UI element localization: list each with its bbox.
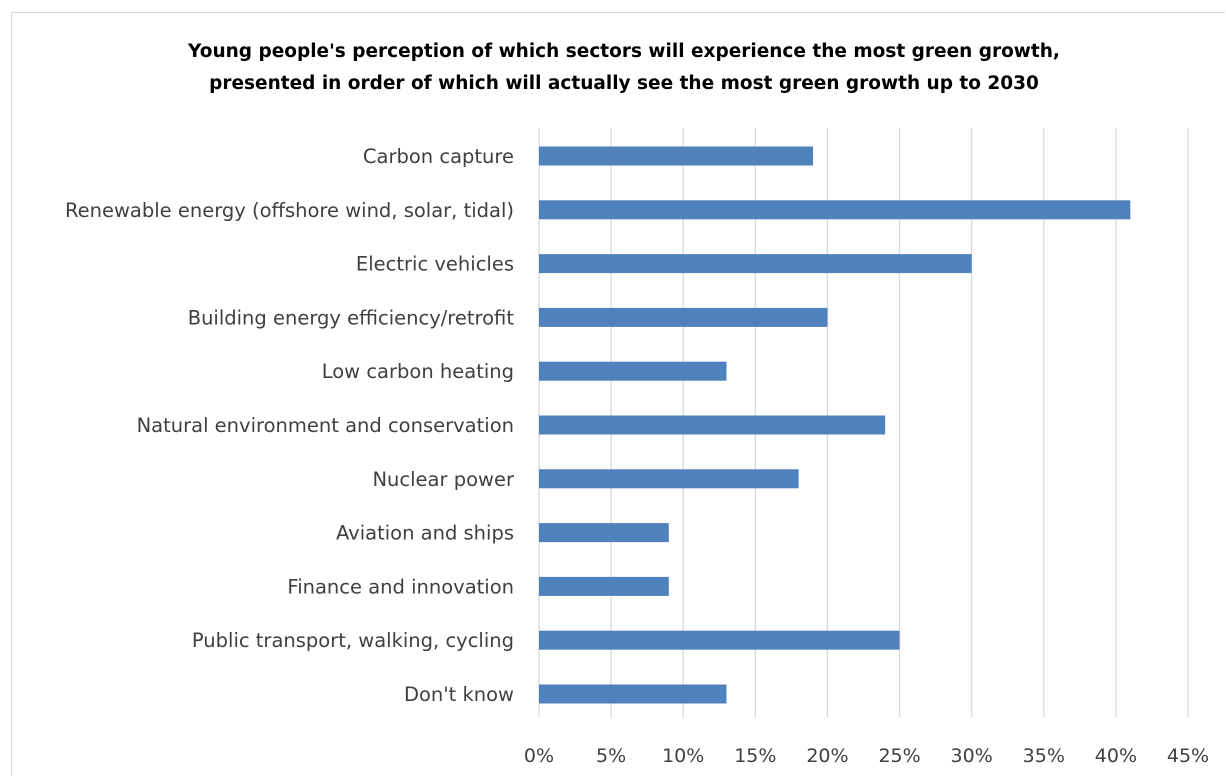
x-tick-label: 5% (596, 745, 626, 767)
category-label: Don't know (404, 683, 514, 706)
bar-chart: Young people's perception of which secto… (65, 41, 1209, 767)
bar (539, 523, 669, 543)
category-label: Nuclear power (372, 468, 515, 491)
x-tick-label: 45% (1167, 745, 1209, 767)
bar (539, 576, 669, 596)
x-tick-label: 25% (878, 745, 920, 767)
bar (539, 469, 799, 489)
category-labels: Carbon capture Renewable energy (offshore… (65, 145, 515, 706)
category-label: Natural environment and conservation (137, 414, 514, 437)
x-tick-label: 10% (662, 745, 704, 767)
x-tick-label: 0% (524, 745, 554, 767)
chart-subtitle: presented in order of which will actuall… (209, 73, 1039, 94)
x-tick-label: 35% (1023, 745, 1065, 767)
category-label: Aviation and ships (336, 522, 514, 545)
category-label: Electric vehicles (356, 253, 514, 276)
category-label: Finance and innovation (287, 575, 514, 598)
bars (539, 146, 1131, 704)
category-label: Public transport, walking, cycling (192, 629, 514, 652)
bar (539, 254, 972, 274)
chart-title: Young people's perception of which secto… (187, 41, 1060, 62)
bar (539, 684, 727, 704)
bar (539, 415, 886, 435)
bar (539, 200, 1131, 220)
category-label: Building energy efficiency/retrofit (188, 306, 515, 329)
x-tick-label: 15% (734, 745, 776, 767)
x-tick-label: 40% (1095, 745, 1137, 767)
x-tick-labels: 0% 5% 10% 15% 20% 25% 30% 35% 40% 45% (524, 745, 1209, 767)
bar (539, 630, 900, 650)
category-label: Renewable energy (offshore wind, solar, … (65, 199, 514, 222)
chart-frame: Young people's perception of which secto… (11, 12, 1225, 776)
category-label: Low carbon heating (322, 360, 514, 383)
x-tick-label: 20% (806, 745, 848, 767)
bar (539, 146, 814, 166)
bar (539, 307, 828, 327)
bar (539, 361, 727, 381)
x-tick-label: 30% (951, 745, 993, 767)
category-label: Carbon capture (363, 145, 514, 168)
